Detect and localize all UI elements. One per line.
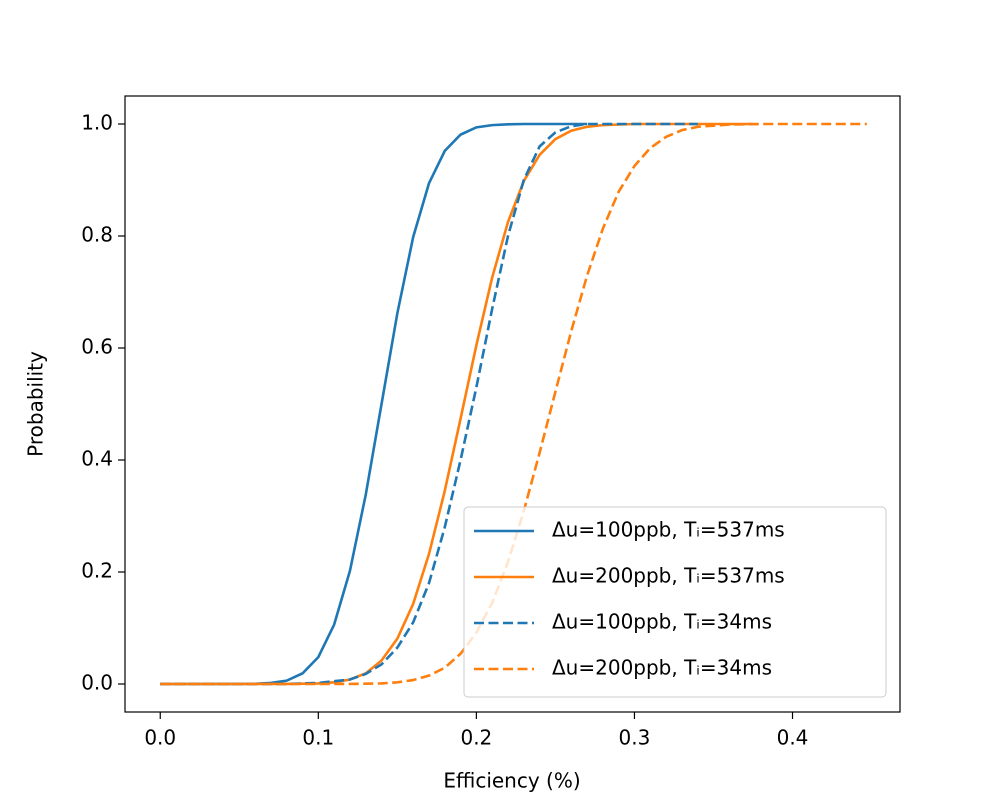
legend-box	[463, 506, 887, 698]
y-tick-label: 0.6	[81, 335, 113, 359]
legend-label: Δu=200ppb, Tᵢ=34ms	[552, 656, 772, 680]
y-tick-label: 0.4	[81, 447, 113, 471]
y-tick-label: 0.0	[81, 671, 113, 695]
x-axis-label: Efficiency (%)	[443, 769, 580, 793]
line	[160, 122, 698, 686]
line	[160, 122, 867, 686]
y-tick-label: 1.0	[81, 111, 113, 135]
x-tick-label: 0.4	[777, 726, 809, 750]
x-tick-label: 0.0	[144, 726, 176, 750]
x-tick-label: 0.2	[460, 726, 492, 750]
x-tick-label: 0.3	[619, 726, 651, 750]
y-axis-label: Probability	[24, 351, 48, 457]
legend-label: Δu=100ppb, Tᵢ=537ms	[552, 518, 785, 542]
line	[160, 122, 588, 686]
x-tick-label: 0.1	[302, 726, 334, 750]
plot-frame	[124, 95, 901, 713]
y-tick-label: 0.8	[81, 223, 113, 247]
legend-label: Δu=200ppb, Tᵢ=537ms	[552, 564, 785, 588]
legend-label: Δu=100ppb, Tᵢ=34ms	[552, 610, 772, 634]
y-tick-label: 0.2	[81, 559, 113, 583]
line	[160, 122, 753, 686]
